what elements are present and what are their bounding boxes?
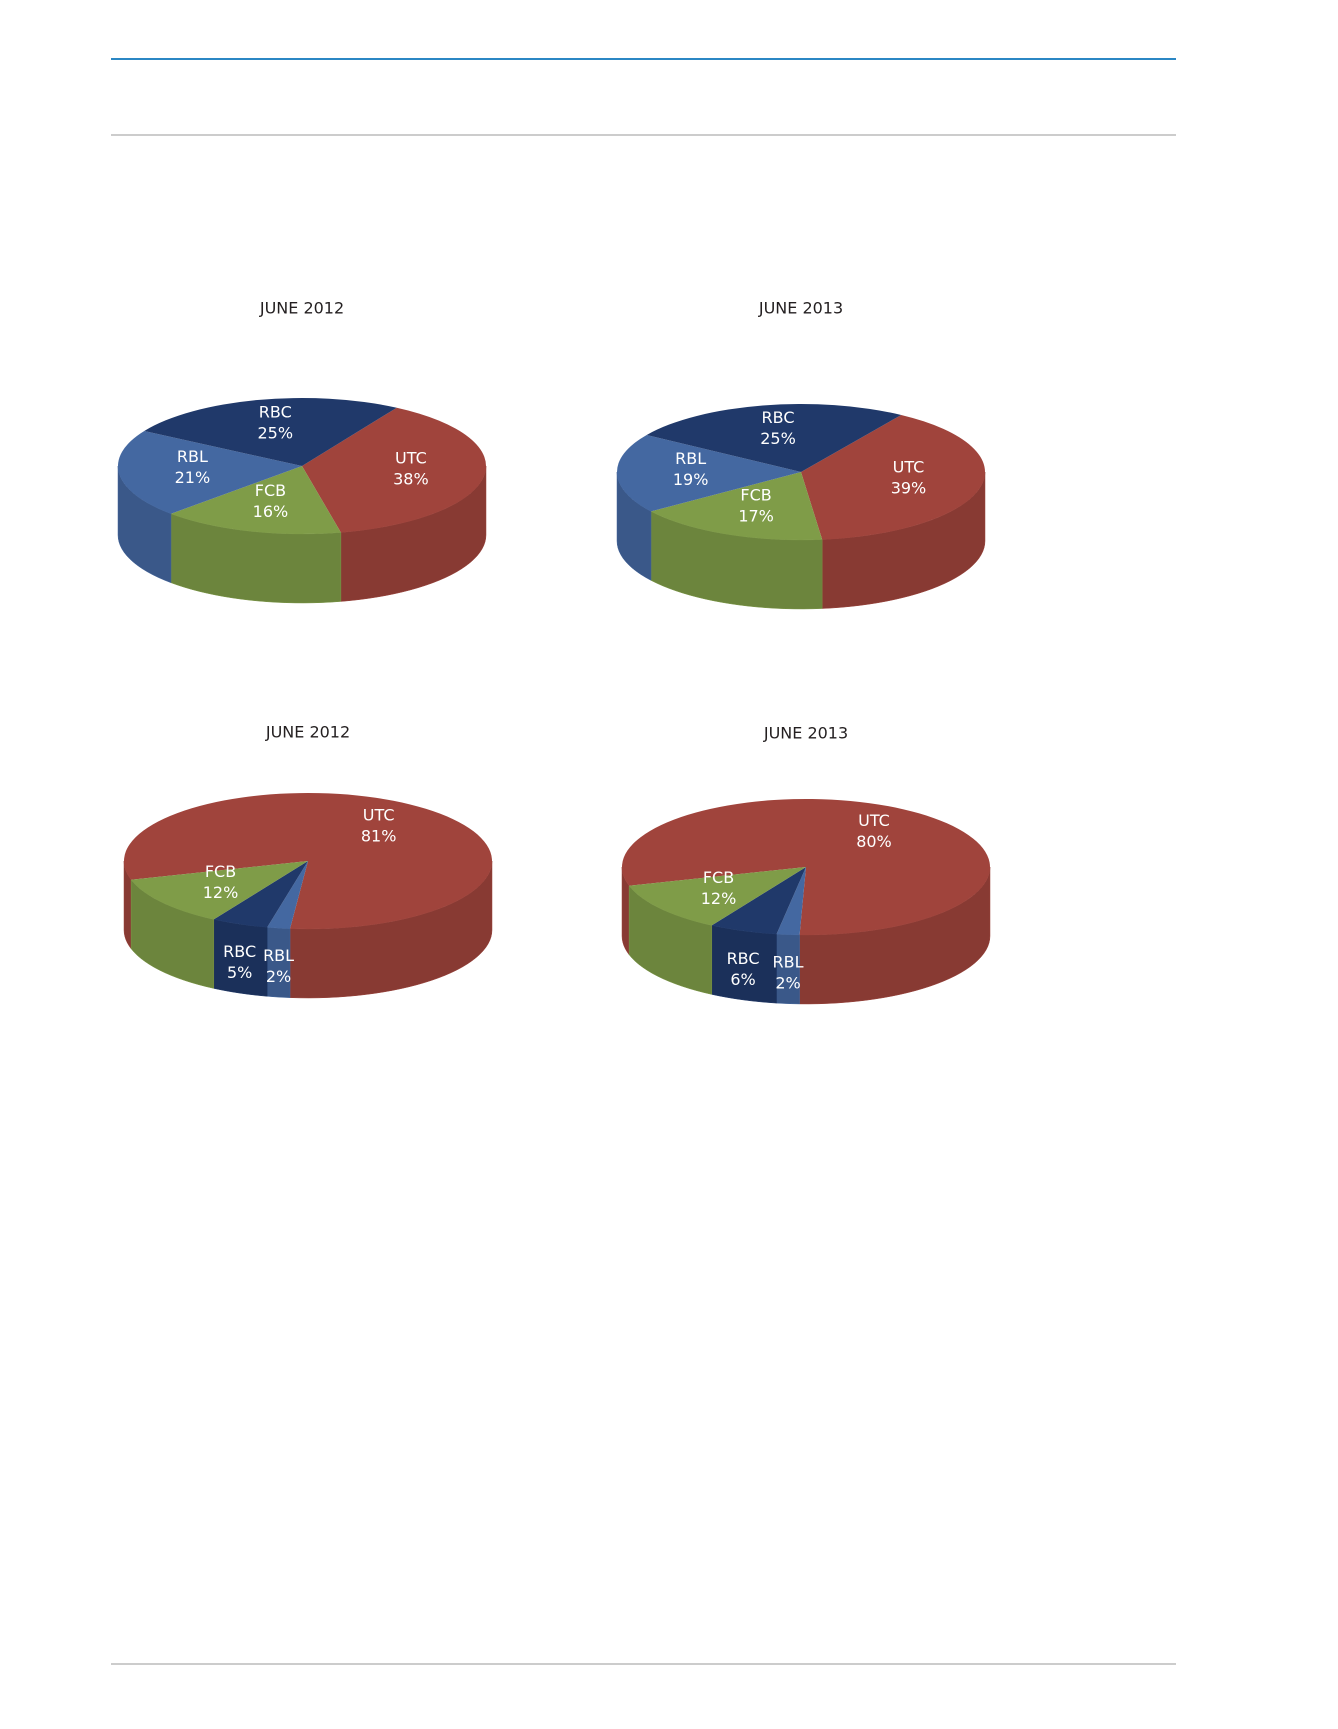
slice-label: FCB 16% — [253, 481, 289, 521]
slice-value-label: 12% — [701, 888, 737, 907]
slice-category: FCB — [255, 481, 286, 500]
slice-value-label: 21% — [175, 467, 211, 486]
slice-label: RBC 25% — [258, 402, 294, 442]
slice-category: UTC — [858, 810, 890, 829]
chart-title: JUNE 2013 — [763, 724, 848, 743]
slice-value-label: 2% — [266, 967, 291, 986]
slice-value-label: 6% — [730, 969, 755, 988]
pie-chart: JUNE 2012 UTC 81% RBL 2% RBC 5% FCB 12% — [123, 723, 493, 999]
pie-slice — [117, 430, 303, 514]
slice-value-label: 25% — [760, 429, 796, 448]
slice-label: UTC 39% — [891, 457, 927, 497]
slice-category: FCB — [205, 861, 236, 880]
pie-slice — [622, 799, 991, 935]
pie-slice — [776, 867, 806, 935]
slice-category: RBL — [177, 446, 208, 465]
slice-value-label: 38% — [393, 469, 429, 488]
pie-slice — [170, 466, 341, 534]
slice-category: RBL — [773, 952, 804, 971]
slice-value-label: 80% — [856, 831, 892, 850]
slice-category: RBL — [263, 946, 294, 965]
pie-slice — [267, 861, 308, 929]
slice-label: FCB 12% — [203, 861, 239, 901]
slice-category: UTC — [363, 805, 395, 824]
slice-value-label: 81% — [361, 826, 397, 845]
slice-label: UTC 38% — [393, 448, 429, 488]
slice-category: RBC — [259, 402, 292, 421]
slice-value-label: 16% — [253, 502, 289, 521]
chart-title: JUNE 2013 — [758, 299, 843, 318]
slice-label: RBL 2% — [773, 952, 804, 992]
slice-label: UTC 81% — [361, 805, 397, 845]
pie-slice — [651, 472, 823, 541]
slice-category: UTC — [893, 457, 925, 476]
slice-label: UTC 80% — [856, 810, 892, 850]
slice-category: RBL — [675, 448, 706, 467]
slice-label: RBL 2% — [263, 946, 294, 986]
slice-label: RBC 6% — [727, 948, 760, 988]
chart-title: JUNE 2012 — [265, 723, 350, 742]
slice-label: RBL 21% — [175, 446, 211, 486]
slice-label: FCB 17% — [738, 485, 774, 525]
slice-value-label: 12% — [203, 882, 239, 901]
slice-value-label: 5% — [227, 963, 252, 982]
pie-slice — [302, 407, 487, 533]
pie-slice — [213, 861, 308, 928]
slice-label: FCB 12% — [701, 867, 737, 907]
slice-value-label: 39% — [891, 478, 927, 497]
pie-slice — [131, 861, 308, 920]
chart-title: JUNE 2012 — [259, 299, 344, 318]
slice-label: RBL 19% — [673, 448, 709, 488]
slice-category: UTC — [395, 448, 427, 467]
pie-chart: JUNE 2013 UTC 80% RBL 2% RBC 6% FCB 12% — [621, 724, 991, 1005]
slice-category: FCB — [703, 867, 734, 886]
pie-chart: JUNE 2012 UTC 38% FCB 16% RBL 21% RBC 25% — [117, 299, 487, 604]
slice-label: RBC 25% — [760, 408, 796, 448]
slice-value-label: 25% — [258, 423, 294, 442]
slice-category: FCB — [740, 485, 771, 504]
pie-slice — [124, 793, 492, 930]
slice-label: RBC 5% — [223, 942, 256, 982]
slice-category: RBC — [762, 408, 795, 427]
slice-value-label: 2% — [775, 973, 800, 992]
pie-slice — [711, 867, 806, 935]
pie-slice — [144, 398, 397, 466]
pie-slice — [629, 867, 806, 926]
pie-chart: JUNE 2013 UTC 39% FCB 17% RBL 19% RBC 25% — [616, 299, 986, 610]
slice-category: RBC — [727, 948, 760, 967]
slice-value-label: 19% — [673, 469, 709, 488]
pie-slice — [646, 404, 902, 472]
slice-category: RBC — [223, 942, 256, 961]
pie-slice — [617, 434, 801, 512]
pie-slice — [801, 414, 986, 540]
slice-value-label: 17% — [738, 506, 774, 525]
